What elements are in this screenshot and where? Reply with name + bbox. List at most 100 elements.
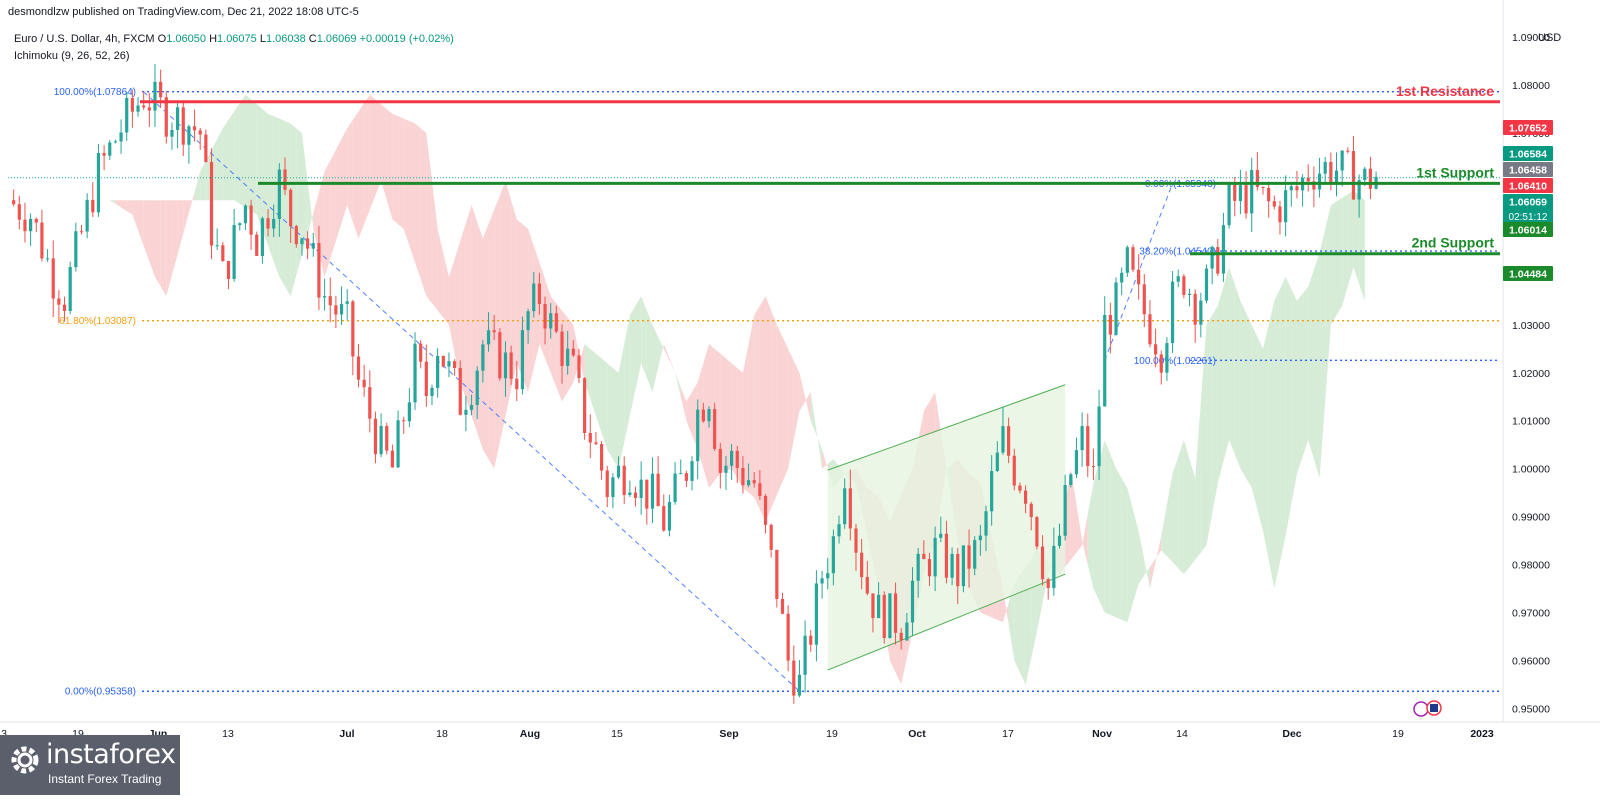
symbol-legend[interactable]: Euro / U.S. Dollar, 4h, FXCM O1.06050 H1… (14, 33, 454, 45)
channel-lower-line (827, 573, 1066, 671)
price-tag-bg (1503, 266, 1553, 281)
price-tag-text: 1.06458 (1509, 165, 1547, 177)
cloud-segment (285, 121, 291, 297)
candle (1306, 177, 1310, 182)
candle (899, 632, 903, 641)
candle (1170, 281, 1175, 344)
price-tag-text: 1.06069 (1509, 197, 1547, 209)
candle (673, 473, 677, 502)
x-tick-label: Oct (908, 728, 926, 740)
cloud-segment (358, 103, 365, 239)
cloud-segment (731, 363, 738, 479)
candle (362, 379, 366, 388)
candle (854, 528, 858, 553)
candle (939, 533, 943, 538)
cloud-segment (273, 116, 280, 277)
candle (419, 343, 423, 362)
price-tag-text: 1.06584 (1509, 149, 1547, 161)
flag-canton (1430, 704, 1438, 712)
cloud-segment (748, 315, 755, 498)
cloud-segment (652, 324, 659, 392)
cloud-segment (1070, 468, 1077, 560)
candle (306, 238, 310, 249)
candle (351, 301, 355, 357)
candle (599, 444, 604, 471)
candle (503, 352, 508, 379)
cloud-segment (1183, 439, 1190, 575)
candle (12, 200, 16, 205)
cloud-segment (301, 133, 308, 255)
candle (1244, 185, 1248, 214)
cloud-segment (488, 209, 495, 469)
price-tag-text: 1.06410 (1509, 181, 1547, 193)
cloud-segment (1268, 300, 1275, 589)
candle (294, 226, 298, 245)
candle (820, 578, 824, 584)
candle (1238, 185, 1243, 201)
cloud-segment (1296, 293, 1303, 474)
candle (136, 105, 140, 112)
candle (430, 387, 434, 396)
ohlc-open-label: O (157, 33, 167, 45)
candle (532, 283, 536, 312)
cloud-segment (290, 123, 297, 297)
price-tag: 1.06069 02:51:12 (1503, 194, 1553, 224)
cloud-segment (138, 200, 144, 246)
candle (1193, 293, 1197, 325)
candle (735, 450, 739, 468)
cloud-segment (1308, 269, 1314, 460)
cloud-segment (1257, 336, 1264, 532)
cloud-segment (375, 99, 382, 196)
cloud-segment (279, 118, 286, 287)
cloud-segment (788, 348, 794, 469)
cloud-segment (1234, 284, 1241, 469)
candle (215, 245, 219, 247)
candle (91, 199, 95, 213)
cloud-segment (601, 358, 608, 450)
cloud-segment (499, 181, 506, 443)
candle (679, 473, 683, 475)
candle (628, 492, 632, 496)
cloud-segment (121, 200, 127, 211)
candle (266, 218, 270, 229)
x-tick-label: Jul (339, 728, 354, 740)
price-tag: 1.06410 (1503, 178, 1553, 193)
x-tick-label: 2023 (1470, 728, 1494, 740)
cloud-segment (810, 391, 817, 436)
candle (159, 81, 163, 98)
x-tick-label: 13 (222, 728, 234, 740)
candle (322, 296, 327, 298)
price-tag-bg (1503, 222, 1553, 237)
candle (255, 234, 259, 256)
candle (611, 477, 615, 498)
cloud-segment (177, 200, 184, 255)
cloud-segment (816, 430, 823, 469)
candle (973, 540, 977, 569)
cloud-segment (607, 363, 613, 460)
cloud-segment (364, 94, 370, 225)
candle (147, 107, 151, 111)
candle (622, 465, 626, 496)
candle (1074, 450, 1079, 475)
cloud-segment (720, 353, 726, 474)
indicator-legend[interactable]: Ichimoku (9, 26, 52, 26) (14, 50, 130, 62)
cloud-segment (759, 296, 766, 522)
candle (1052, 545, 1056, 589)
price-tag-bg (1503, 120, 1553, 135)
cloud-segment (793, 360, 800, 440)
price-tag: 1.06458 (1503, 162, 1553, 177)
ohlc-open: 1.06050 (166, 33, 206, 45)
candle (458, 367, 462, 415)
candle (238, 223, 242, 226)
candle (385, 425, 389, 451)
cloud-segment (188, 192, 195, 213)
cloud-segment (742, 344, 749, 493)
candle (469, 404, 474, 410)
candle (424, 361, 428, 396)
candle (888, 593, 892, 639)
price-tag: 1.06584 (1503, 146, 1553, 161)
cloud-segment (1274, 288, 1280, 589)
cloud-segment (776, 324, 783, 496)
